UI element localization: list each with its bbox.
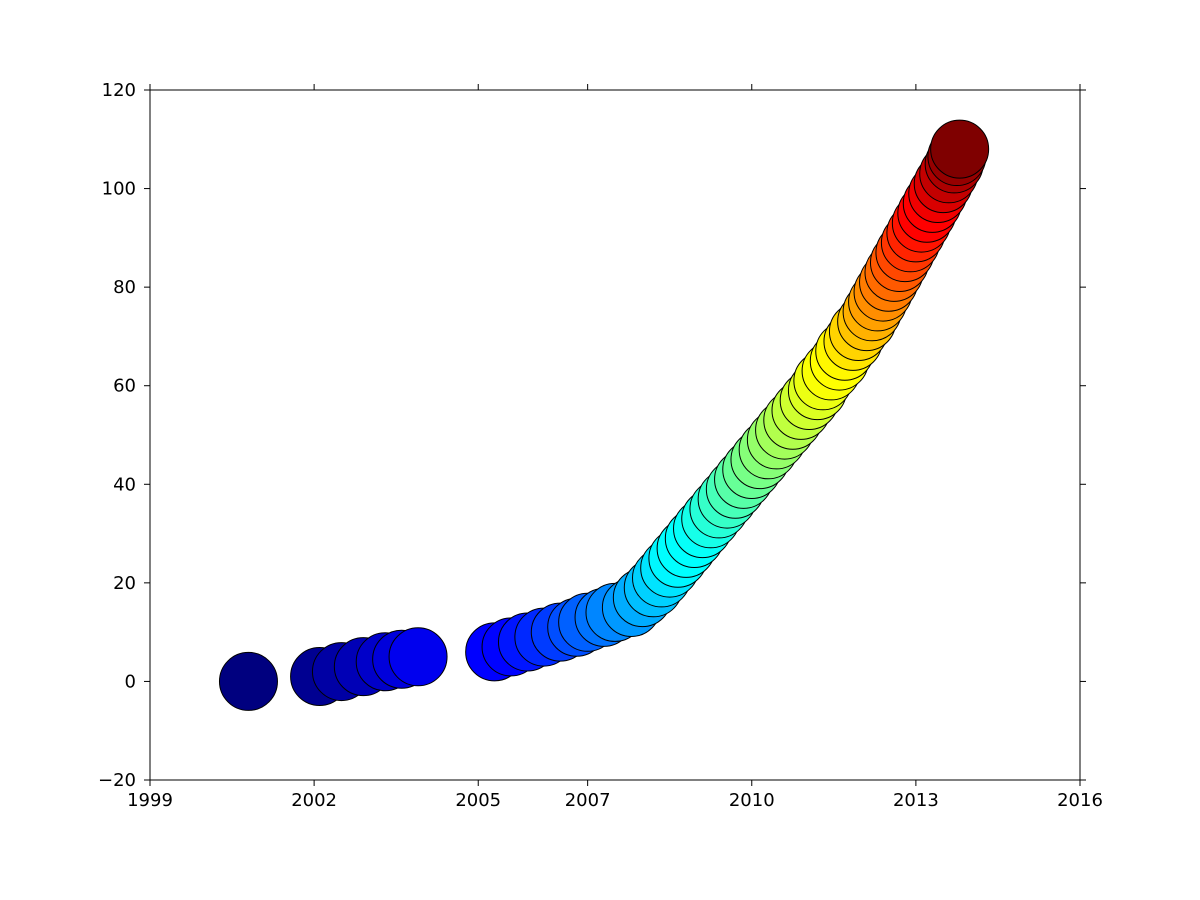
y-tick-label: 120 [102, 80, 136, 101]
y-tick-label: 40 [113, 474, 136, 495]
x-tick-label: 1999 [127, 790, 173, 811]
x-tick-label: 2016 [1057, 790, 1103, 811]
scatter-point [219, 652, 277, 710]
y-tick-label: 60 [113, 376, 136, 397]
scatter-chart: 1999 2002 2005 2007 2010 2013 2016 −20 0 20 40 60 80… [0, 0, 1200, 900]
x-tick-label: 2013 [893, 790, 939, 811]
x-tick-label: 2002 [291, 790, 337, 811]
y-tick-label: 20 [113, 573, 136, 594]
scatter-point [389, 628, 447, 686]
y-tick-label: 100 [102, 179, 136, 200]
chart-svg: 1999 2002 2005 2007 2010 2013 2016 −20 0 20 40 60 80… [0, 0, 1200, 900]
x-tick-label: 2007 [565, 790, 611, 811]
scatter-point [931, 120, 989, 178]
y-tick-label: 80 [113, 277, 136, 298]
x-tick-label: 2010 [729, 790, 775, 811]
y-tick-label: −20 [98, 770, 136, 791]
y-tick-label: 0 [125, 671, 136, 692]
x-tick-label: 2005 [455, 790, 501, 811]
